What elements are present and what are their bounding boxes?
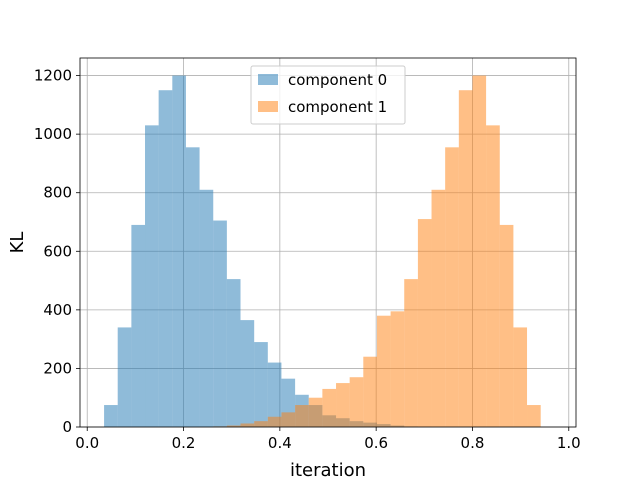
bar-series-1 bbox=[499, 224, 514, 427]
bar-series-1 bbox=[376, 315, 391, 427]
bar-series-0 bbox=[158, 90, 173, 427]
bar-series-0 bbox=[226, 279, 241, 427]
legend-swatch-component-0 bbox=[258, 74, 278, 85]
bar-series-1 bbox=[336, 383, 350, 427]
y-tick-label: 600 bbox=[43, 242, 72, 260]
x-tick-label: 0.0 bbox=[75, 434, 99, 452]
bar-series-0 bbox=[267, 362, 282, 427]
bar-series-0 bbox=[131, 224, 146, 427]
bar-series-0 bbox=[117, 327, 132, 427]
bar-series-0 bbox=[104, 405, 118, 427]
bar-series-0 bbox=[145, 125, 159, 427]
x-tick-label: 0.8 bbox=[461, 434, 485, 452]
y-axis-label: KL bbox=[7, 232, 28, 254]
legend: component 0 component 1 bbox=[250, 65, 406, 125]
bar-series-1 bbox=[445, 147, 459, 428]
bar-series-1 bbox=[308, 397, 323, 427]
x-tick-label: 0.2 bbox=[172, 434, 196, 452]
x-axis-ticks: 0.0 0.2 0.4 0.6 0.8 1.0 bbox=[75, 427, 581, 452]
x-tick-label: 1.0 bbox=[557, 434, 581, 452]
y-tick-label: 800 bbox=[43, 184, 72, 202]
y-tick-label: 0 bbox=[62, 418, 72, 436]
y-tick-label: 1000 bbox=[34, 125, 72, 143]
bar-series-1 bbox=[254, 421, 268, 427]
bar-series-1 bbox=[349, 377, 364, 427]
bar-series-1 bbox=[486, 125, 500, 427]
bar-series-0 bbox=[213, 220, 227, 427]
legend-swatch-component-1 bbox=[258, 101, 278, 112]
bar-series-0 bbox=[240, 320, 255, 427]
bar-series-1 bbox=[322, 388, 337, 427]
y-tick-label: 200 bbox=[43, 359, 72, 377]
bar-series-0 bbox=[172, 75, 186, 428]
bar-series-1 bbox=[527, 405, 541, 427]
x-tick-label: 0.6 bbox=[364, 434, 388, 452]
bar-series-1 bbox=[267, 416, 282, 427]
x-axis-label: iteration bbox=[290, 460, 366, 480]
bar-series-1 bbox=[240, 423, 255, 427]
legend-label-component-0: component 0 bbox=[288, 71, 387, 89]
bar-series-1 bbox=[458, 90, 473, 427]
plot-frame bbox=[79, 57, 577, 428]
bar-series-0 bbox=[199, 189, 214, 427]
legend-box bbox=[250, 65, 406, 125]
bar-series-1 bbox=[390, 311, 405, 427]
bar-series-1 bbox=[513, 327, 528, 427]
bar-series-1 bbox=[363, 356, 377, 427]
y-axis-ticks: 0 200 400 600 800 1000 1200 bbox=[34, 67, 80, 436]
legend-label-component-1: component 1 bbox=[288, 98, 387, 116]
bar-series-1 bbox=[226, 425, 241, 427]
x-tick-label: 0.4 bbox=[268, 434, 292, 452]
bar-series-0 bbox=[254, 342, 268, 427]
bar-series-1 bbox=[404, 279, 418, 427]
bar-series-1 bbox=[431, 189, 446, 427]
histogram-bars bbox=[104, 75, 541, 428]
bar-series-1 bbox=[417, 219, 432, 427]
y-tick-label: 1200 bbox=[34, 67, 72, 85]
bar-series-0 bbox=[185, 147, 200, 428]
y-tick-label: 400 bbox=[43, 301, 72, 319]
bar-series-1 bbox=[281, 412, 296, 427]
bar-series-1 bbox=[472, 75, 487, 428]
bar-series-1 bbox=[295, 405, 309, 427]
